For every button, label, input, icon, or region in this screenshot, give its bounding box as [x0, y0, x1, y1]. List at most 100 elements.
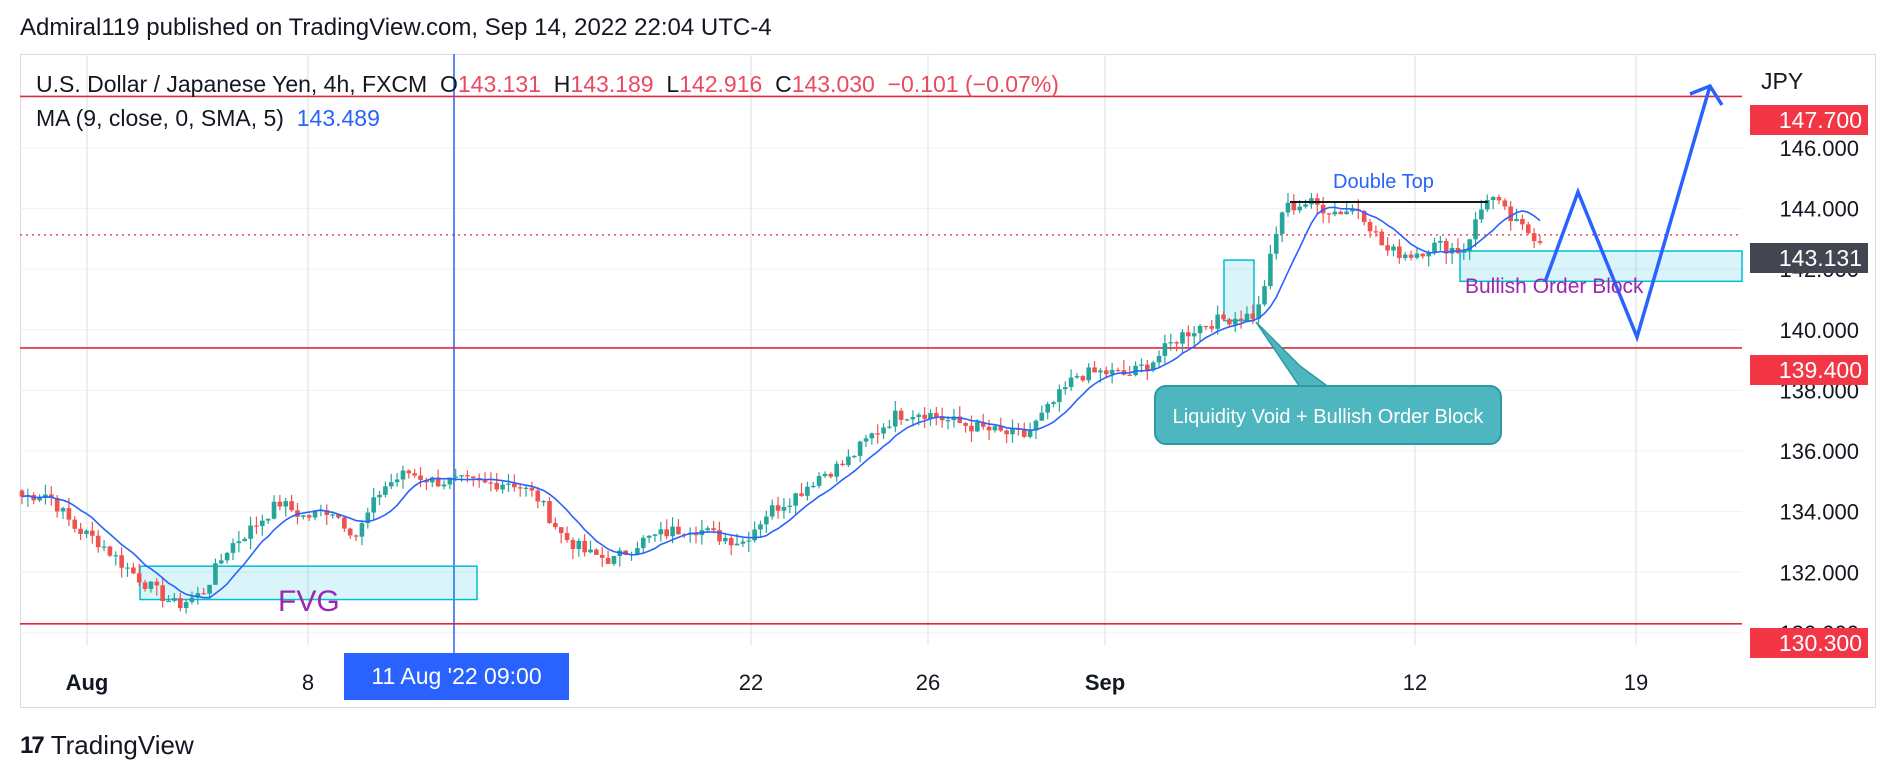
candle-body — [594, 549, 599, 555]
candle-body — [1244, 313, 1250, 321]
candle-body — [230, 543, 236, 553]
candle-body — [975, 422, 980, 432]
candle-body — [336, 514, 341, 518]
candle-body — [1426, 253, 1431, 257]
candle-body — [1537, 241, 1543, 243]
candle-body — [764, 516, 769, 525]
candle-body — [1397, 246, 1402, 259]
candle-body — [236, 541, 242, 544]
footer-brand[interactable]: 17 TradingView — [20, 730, 194, 761]
candle-body — [429, 477, 435, 483]
close-label: C — [775, 71, 792, 97]
y-tick-label: 134.000 — [1779, 500, 1859, 525]
x-tick-label: 22 — [739, 670, 763, 695]
candle-body — [1490, 197, 1496, 200]
candle-body — [289, 501, 294, 511]
candle-body — [781, 506, 787, 511]
candle-body — [517, 487, 523, 489]
candle-body — [1420, 253, 1426, 257]
candle-body — [1279, 212, 1285, 234]
candle-body — [383, 486, 388, 495]
candle-body — [1191, 333, 1197, 337]
candle-body — [500, 484, 505, 490]
candle-body — [1531, 233, 1537, 242]
candle-body — [1473, 219, 1478, 240]
candle-body — [1086, 367, 1092, 381]
candle-body — [1520, 218, 1525, 225]
candle-body — [1227, 319, 1232, 325]
candle-body — [172, 597, 177, 601]
candle-body — [1373, 231, 1379, 233]
candle-body — [72, 519, 78, 529]
candle-body — [1168, 342, 1174, 344]
candle-body — [799, 493, 804, 496]
candle-body — [910, 417, 916, 420]
candle-body — [646, 535, 652, 538]
candle-body — [101, 546, 107, 548]
bullish-order-block-zone — [1459, 250, 1743, 283]
candle-body — [301, 515, 306, 517]
candle-body — [863, 438, 869, 442]
candle-body — [394, 479, 400, 483]
candle-body — [945, 420, 951, 422]
candle-body — [857, 441, 863, 456]
candle-body — [939, 417, 945, 421]
candle-body — [951, 416, 957, 421]
ma-label: MA (9, close, 0, SMA, 5) — [36, 105, 284, 131]
candle-body — [377, 494, 382, 498]
liquidity-void-callout[interactable]: Liquidity Void + Bullish Order Block — [1154, 385, 1502, 445]
candle-body — [916, 414, 922, 418]
candle-body — [523, 487, 529, 489]
candle-body — [1385, 245, 1390, 251]
candle-body — [611, 555, 617, 564]
candle-body — [810, 485, 816, 488]
publisher-line: Admiral119 published on TradingView.com,… — [20, 14, 772, 41]
candle-body — [1467, 239, 1472, 251]
candle-body — [1051, 402, 1056, 405]
candle-body — [19, 490, 25, 497]
candle-body — [1514, 218, 1519, 222]
candle-body — [107, 546, 113, 556]
candle-body — [353, 535, 359, 537]
candle-body — [506, 483, 511, 485]
candle-body — [1250, 313, 1256, 319]
candle-body — [265, 518, 271, 521]
candle-body — [84, 530, 89, 534]
candle-body — [1027, 430, 1033, 437]
candle-body — [37, 497, 42, 501]
candle-body — [541, 501, 546, 503]
candle-body — [875, 433, 881, 435]
candles — [19, 193, 1543, 614]
candle-body — [553, 522, 558, 528]
candle-body — [758, 524, 763, 530]
candle-body — [1291, 202, 1297, 211]
candle-body — [388, 482, 394, 487]
candle-body — [793, 493, 798, 506]
candle-body — [160, 585, 165, 602]
candle-body — [435, 477, 441, 487]
chart-pane[interactable] — [20, 54, 1876, 708]
candle-body — [359, 523, 365, 537]
change-value: −0.101 (−0.07%) — [887, 71, 1059, 97]
candle-body — [570, 540, 576, 550]
projection-path — [1543, 85, 1712, 343]
candle-body — [652, 534, 658, 536]
candle-body — [1338, 211, 1344, 215]
candle-body — [576, 540, 582, 550]
candle-body — [1502, 200, 1508, 207]
candle-body — [142, 582, 148, 589]
candle-body — [1332, 211, 1338, 215]
candle-body — [1238, 318, 1244, 321]
candle-body — [969, 425, 974, 432]
candle-body — [717, 530, 722, 542]
candle-body — [1215, 314, 1220, 329]
candle-body — [201, 593, 206, 595]
candle-body — [980, 422, 986, 427]
candle-body — [1139, 364, 1144, 366]
grid — [20, 54, 1742, 655]
candle-body — [482, 480, 488, 483]
symbol-name: U.S. Dollar / Japanese Yen, 4h, FXCM — [36, 71, 428, 97]
candle-body — [635, 548, 640, 555]
candle-body — [1484, 199, 1490, 210]
